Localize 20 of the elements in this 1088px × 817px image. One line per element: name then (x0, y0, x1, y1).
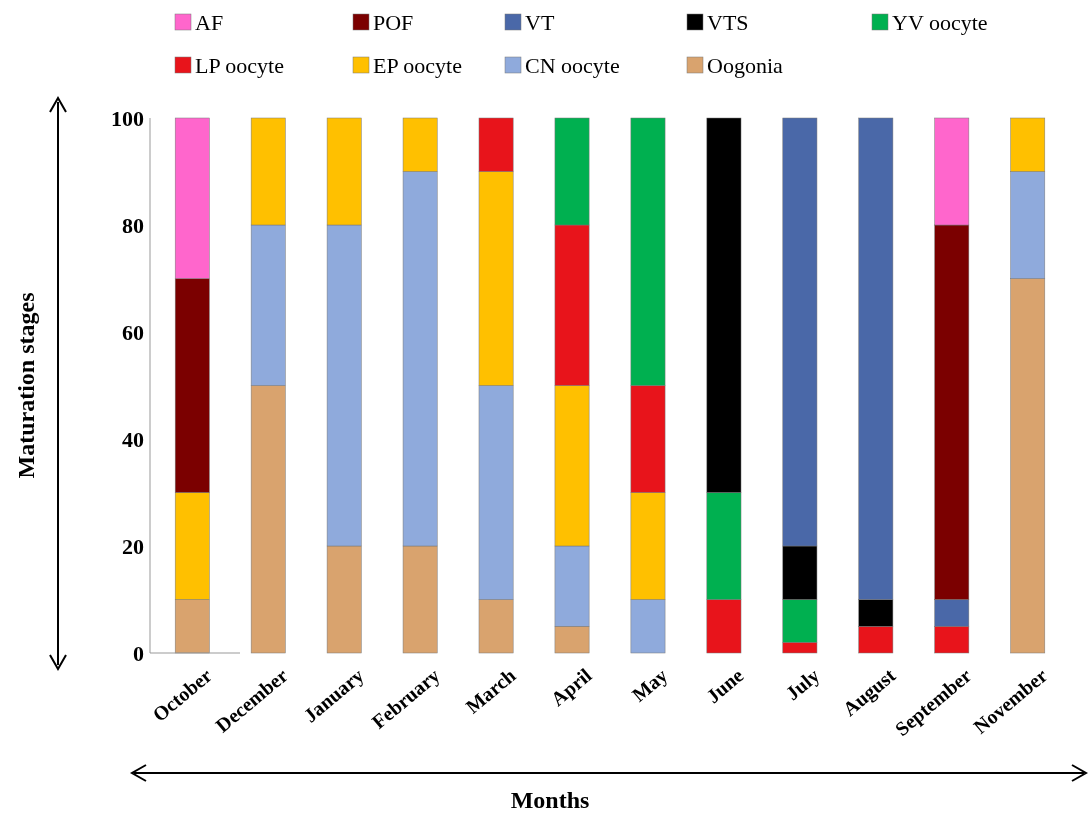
y-tick-label: 60 (122, 319, 144, 345)
legend-label: CN oocyte (525, 52, 620, 78)
legend-label: LP oocyte (195, 52, 284, 78)
y-tick-label: 0 (133, 640, 144, 666)
y-tick-label: 20 (122, 533, 144, 559)
legend-label: POF (373, 9, 414, 35)
x-tick-label: May (627, 663, 673, 707)
x-axis-title: Months (510, 787, 590, 813)
y-axis-title: Maturation stages (13, 292, 39, 479)
x-tick-label: July (781, 663, 825, 706)
y-tick-label: 80 (122, 212, 144, 238)
y-tick-label: 100 (111, 105, 144, 131)
y-tick-label: 40 (122, 426, 144, 452)
legend-label: Oogonia (707, 52, 783, 78)
legend-label: AF (195, 9, 224, 35)
legend-label: EP oocyte (373, 52, 462, 78)
legend-label: VT (525, 9, 555, 35)
legend-label: VTS (707, 9, 749, 35)
legend-label: YV oocyte (892, 9, 988, 35)
x-tick-label: June (701, 663, 748, 708)
